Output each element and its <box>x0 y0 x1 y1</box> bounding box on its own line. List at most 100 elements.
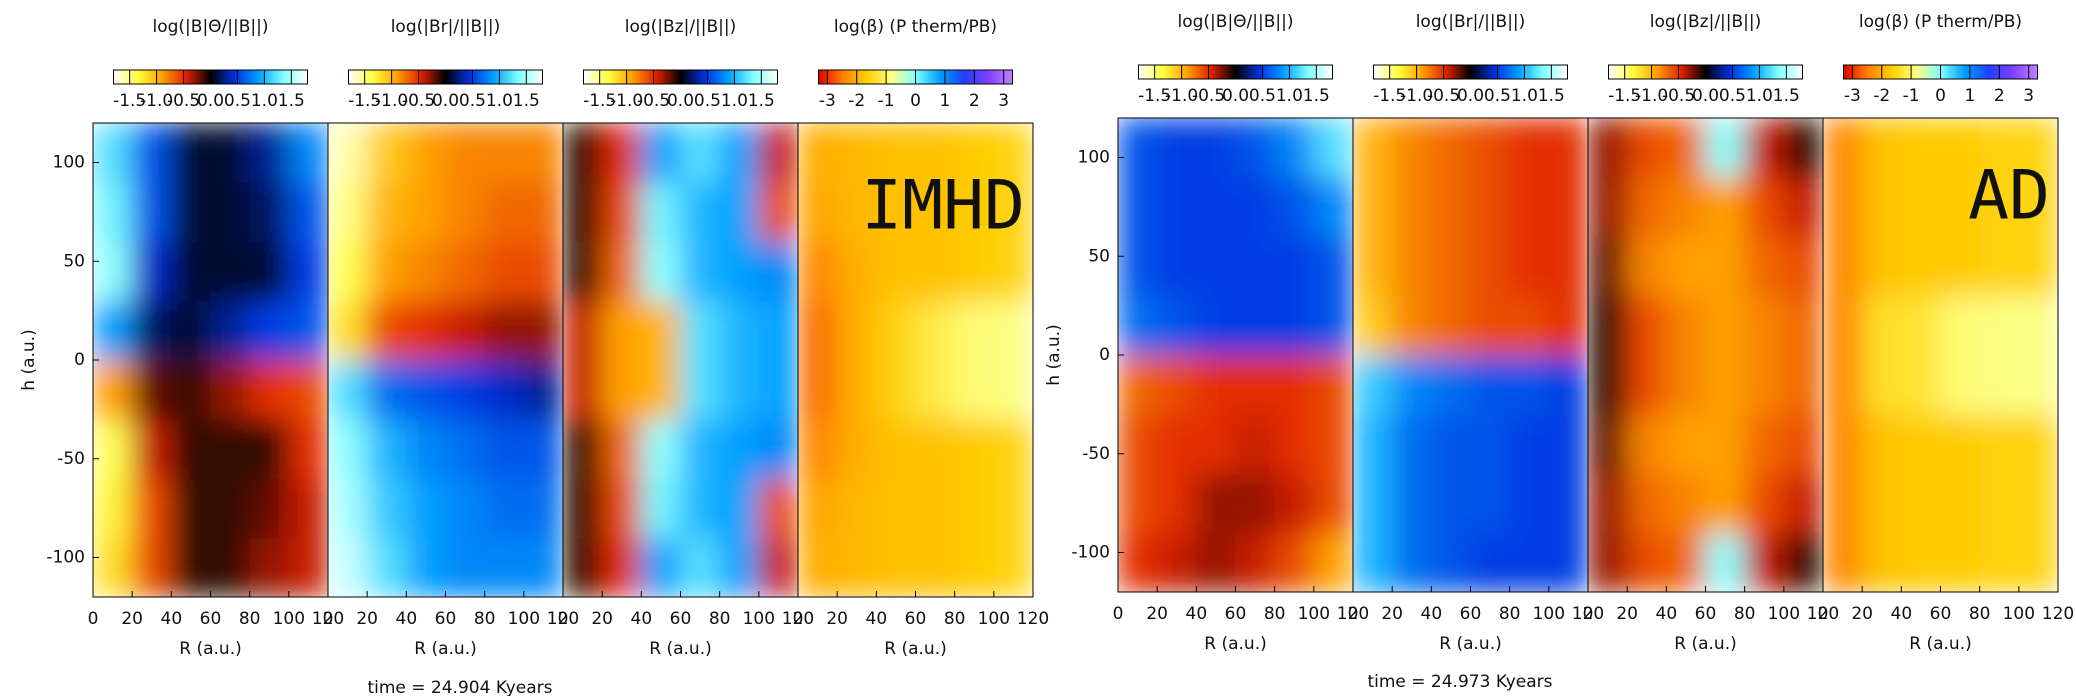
heat-cell <box>1705 413 1746 474</box>
heat-cell <box>915 241 956 302</box>
x-tick-label: 20 <box>1146 604 1168 624</box>
heat-cell <box>954 300 995 361</box>
heat-cell <box>1274 413 1315 474</box>
colorbar-tick-label: -0.5 <box>1662 86 1695 106</box>
heat-cell <box>249 181 290 242</box>
colorbar-tick-label: 1 <box>939 91 950 111</box>
heat-cell <box>680 418 721 479</box>
heat-cell <box>1509 413 1550 474</box>
heat-cell <box>915 123 956 183</box>
heat-cell <box>1783 118 1823 178</box>
heat-cell <box>1156 354 1197 415</box>
colorbar-tick-label: 0.0 <box>1457 86 1484 106</box>
heat-cell <box>1626 532 1667 592</box>
heat-cell <box>1979 118 2020 178</box>
colorbar-tick-label: 1.0 <box>1746 86 1773 106</box>
heat-cell <box>405 359 446 420</box>
heat-cell <box>1705 473 1746 534</box>
heat-cell <box>523 537 563 597</box>
heat-cell <box>366 537 407 597</box>
heat-cell <box>1823 473 1863 534</box>
colorbar-tick-label: 1 <box>1964 86 1975 106</box>
heat-cell <box>249 478 290 539</box>
heat-cell <box>366 418 407 479</box>
heat-cell <box>640 123 681 183</box>
heat-cell <box>1353 532 1393 592</box>
heat-cell <box>875 418 916 479</box>
x-tick-label: 40 <box>1656 604 1678 624</box>
heat-cell <box>93 537 133 597</box>
colorbar-tick-label: 1.5 <box>278 91 305 111</box>
colorbar-tick-label: -0.5 <box>402 91 435 111</box>
heat-cell <box>1588 354 1628 415</box>
heat-cell <box>1861 236 1902 297</box>
y-tick-label: 100 <box>53 153 85 173</box>
colorbar-tick-label: -3 <box>819 91 836 111</box>
heat-cell <box>993 478 1033 539</box>
heat-cell <box>523 418 563 479</box>
heat-cell <box>1430 176 1471 237</box>
heat-cell <box>993 300 1033 361</box>
heat-cell <box>1313 413 1353 474</box>
colorbar-tick-label: 0.0 <box>667 91 694 111</box>
heat-cell <box>1470 118 1511 178</box>
heat-cell <box>563 241 603 302</box>
heat-cell <box>1274 295 1315 356</box>
colorbar-tick-label: 1.0 <box>1511 86 1538 106</box>
colorbar-tick-label: -1.0 <box>1400 86 1433 106</box>
heat-cell <box>484 300 525 361</box>
x-tick-label: 100 <box>2003 604 2035 624</box>
heat-cells <box>1588 118 1823 592</box>
heat-cell <box>1470 473 1511 534</box>
heat-cell <box>680 241 721 302</box>
heat-cell <box>1665 532 1706 592</box>
heat-cell <box>836 123 877 183</box>
heat-cell <box>328 300 368 361</box>
x-tick-label: 120 <box>1572 604 1604 624</box>
x-tick-label: 40 <box>1186 604 1208 624</box>
heat-cell <box>915 359 956 420</box>
colorbar-tick-label: 3 <box>998 91 1009 111</box>
heat-cell <box>1235 176 1276 237</box>
x-tick-label: 60 <box>905 609 927 629</box>
heat-cell <box>2018 118 2058 178</box>
heat-cell <box>1509 176 1550 237</box>
heat-cell <box>1470 413 1511 474</box>
heat-cell <box>1391 176 1432 237</box>
heat-cell <box>875 123 916 183</box>
heat-cell <box>1509 295 1550 356</box>
heat-cell <box>1430 236 1471 297</box>
heat-cell <box>1509 473 1550 534</box>
heat-cell <box>131 181 172 242</box>
x-tick-label: 120 <box>547 609 579 629</box>
heat-cell <box>1235 354 1276 415</box>
colorbar-tick-label: -1 <box>1903 86 1920 106</box>
heat-cells <box>328 123 563 597</box>
heat-cell <box>1744 532 1785 592</box>
heat-cell <box>836 478 877 539</box>
heat-cell <box>954 537 995 597</box>
heat-cell <box>1940 532 1981 592</box>
heat-cell <box>170 300 211 361</box>
heat-cell <box>563 478 603 539</box>
heat-cell <box>445 181 486 242</box>
heat-cell <box>1470 236 1511 297</box>
heat-cell <box>1861 354 1902 415</box>
heat-cell <box>1235 413 1276 474</box>
heat-cell <box>249 123 290 183</box>
heat-cell <box>1900 413 1941 474</box>
heat-cell <box>484 181 525 242</box>
heat-cells <box>93 123 328 597</box>
heat-cell <box>1861 295 1902 356</box>
heat-cell <box>249 537 290 597</box>
heat-cell <box>1391 236 1432 297</box>
heatmap <box>93 123 328 597</box>
heat-cell <box>328 181 368 242</box>
y-tick-label: 0 <box>1099 345 1110 365</box>
heat-cell <box>1900 236 1941 297</box>
heat-cell <box>1118 118 1158 178</box>
heat-cell <box>366 478 407 539</box>
heat-cell <box>484 241 525 302</box>
heat-cell <box>1665 354 1706 415</box>
